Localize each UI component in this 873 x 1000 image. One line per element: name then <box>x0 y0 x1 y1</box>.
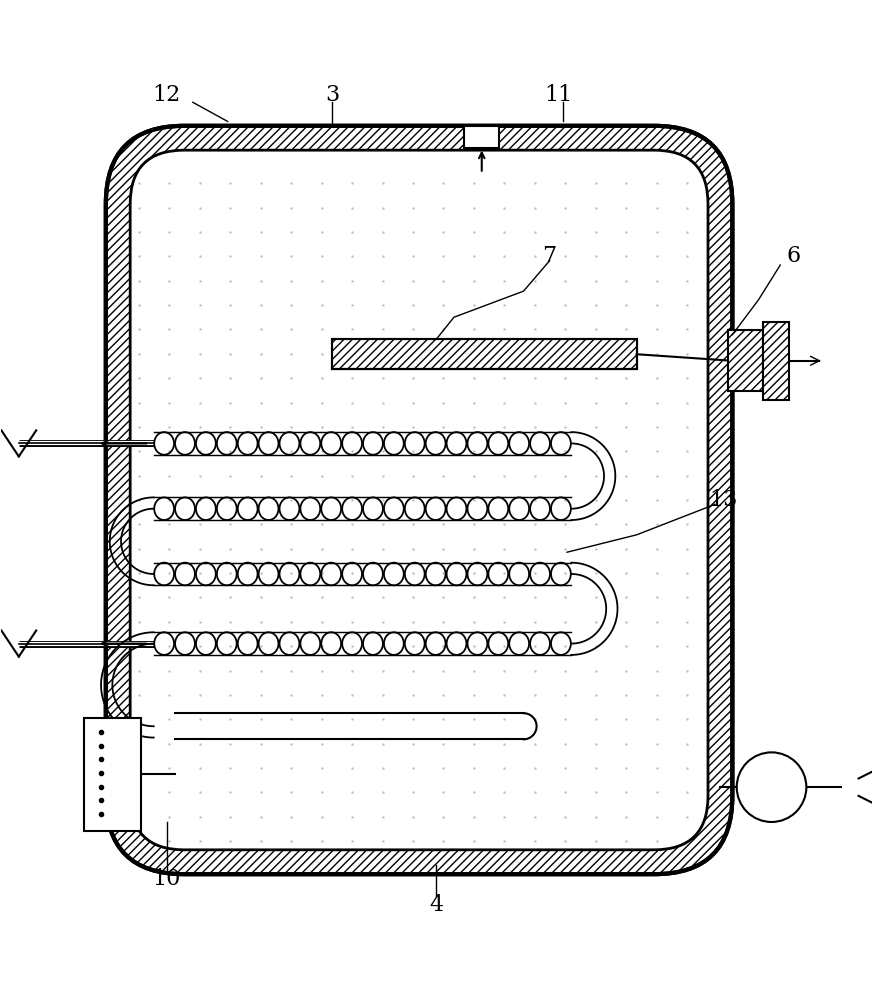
Bar <box>332 339 636 369</box>
Circle shape <box>737 752 807 822</box>
Bar <box>728 330 763 391</box>
Text: 13: 13 <box>710 489 738 511</box>
Text: 3: 3 <box>325 84 340 106</box>
Text: 6: 6 <box>787 245 801 267</box>
Bar <box>332 339 636 369</box>
Text: 7: 7 <box>542 245 557 267</box>
Bar <box>84 718 141 831</box>
Text: 11: 11 <box>544 84 573 106</box>
Bar <box>763 322 789 400</box>
FancyBboxPatch shape <box>106 126 732 874</box>
FancyBboxPatch shape <box>130 150 708 850</box>
Text: 12: 12 <box>153 84 181 106</box>
Bar <box>464 126 499 148</box>
Text: 4: 4 <box>430 894 443 916</box>
Text: 10: 10 <box>153 868 181 890</box>
